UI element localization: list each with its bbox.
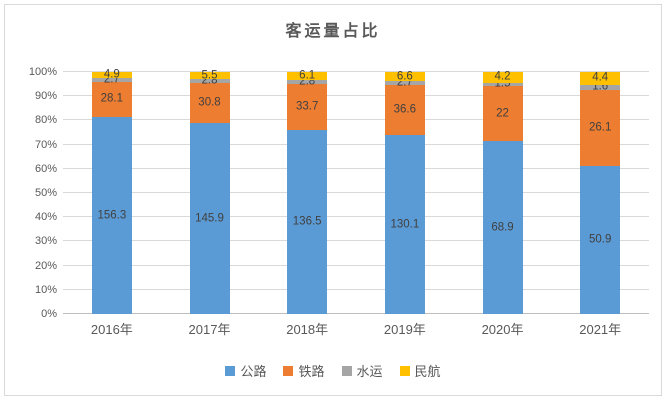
gridline [63,216,649,218]
data-label: 28.1 [100,92,124,105]
y-axis-tick-label: 80% [34,114,57,127]
legend-swatch-icon [225,365,236,376]
gridline [63,264,649,266]
bar-segment-铁路: 26.1 [580,89,621,166]
bar-slot: 145.9 30.8 2.8 5.5 [161,69,259,314]
data-label: 130.1 [390,218,420,231]
data-label: 156.3 [97,209,127,221]
bar-segment-民航: 5.5 [189,69,230,81]
gridline [63,240,649,242]
y-axis: 0% 10% 20% 30% 40% 50% 60% 70% 80% 90% 100% [11,66,57,320]
legend-item-铁路: 铁路 [283,361,325,380]
legend-swatch-icon [341,365,352,376]
plot-area: 156.3 28.1 2.7 4.9 145.9 30.8 2.8 5.5 136.5 33.7 2… [63,69,649,314]
bar-segment-民航: 4.2 [482,71,523,83]
bar-segment-水运: 2.8 [189,75,230,87]
gridline [63,313,649,314]
x-axis-label: 2018年 [286,322,329,337]
bar-segment-水运: 2.7 [91,73,132,85]
bar-segment-铁路: 33.7 [287,84,328,130]
y-axis-tick-label: 90% [34,90,57,103]
data-label: 4.2 [494,70,511,83]
bar-segment-民航: 4.9 [91,69,132,81]
bar-slot: 136.5 33.7 2.8 6.1 [258,70,356,314]
legend-item-公路: 公路 [225,361,266,380]
bar-slot: 156.3 28.1 2.7 4.9 [63,69,161,314]
data-label: 68.9 [491,221,514,234]
data-label: 136.5 [292,215,322,228]
gridline [63,71,649,72]
stacked-bar-2016年: 156.3 28.1 2.7 4.9 [91,69,132,314]
stacked-bar-2019年: 130.1 36.6 2.7 6.6 [384,70,425,314]
chart-frame: 客运量占比 0% 10% 20% 30% 40% 50% 60% 70% 80% 90% 100% … [4,4,662,396]
y-axis-tick-label: 50% [34,187,57,199]
legend-swatch-icon [399,365,410,376]
y-axis-tick-label: 30% [34,235,57,248]
y-axis-tick-label: 0% [41,308,57,320]
legend: 公路 铁路 水运 民航 [5,361,661,380]
stacked-bar-2018年: 136.5 33.7 2.8 6.1 [287,70,328,314]
bar-segment-水运: 1.6 [580,81,621,93]
bar-segment-民航: 4.4 [580,72,621,85]
bars-layer: 156.3 28.1 2.7 4.9 145.9 30.8 2.8 5.5 136.5 33.7 2… [63,69,649,314]
data-label: 26.1 [588,121,612,134]
bar-segment-公路: 145.9 [189,123,230,314]
x-axis-label: 2020年 [481,322,524,337]
stacked-bar-2021年: 50.9 26.1 1.6 4.4 [580,72,621,314]
legend-item-水运: 水运 [341,361,383,380]
x-axis-label: 2021年 [579,322,622,337]
bar-segment-水运: 1.5 [482,78,523,90]
bar-segment-民航: 6.6 [384,70,425,82]
bar-segment-水运: 2.7 [384,76,425,88]
gridline [63,192,649,193]
y-axis-tick-label: 70% [34,138,57,151]
data-label: 30.8 [198,96,221,109]
gridline [63,119,649,121]
x-axis-label: 2019年 [383,322,426,337]
y-axis-tick-label: 100% [28,66,57,78]
x-axis-label: 2017年 [188,322,231,337]
data-label: 4.4 [592,71,609,84]
legend-label: 民航 [414,364,441,379]
bar-segment-公路: 68.9 [482,141,523,314]
chart-title: 客运量占比 [285,23,381,40]
gridline [63,143,649,145]
bar-segment-铁路: 30.8 [189,82,230,124]
bar-segment-铁路: 28.1 [91,81,132,117]
bar-segment-公路: 50.9 [580,165,621,314]
data-label: 33.7 [295,100,319,113]
y-axis-tick-label: 40% [34,211,57,224]
stacked-bar-2017年: 145.9 30.8 2.8 5.5 [189,69,230,314]
x-axis-label: 2016年 [90,322,133,337]
legend-label: 铁路 [298,364,325,379]
bar-segment-公路: 130.1 [384,135,425,314]
data-label: 22 [496,107,509,120]
bar-slot: 130.1 36.6 2.7 6.6 [356,70,454,314]
bar-slot: 68.9 22 1.5 4.2 [454,71,552,314]
y-axis-tick-label: 60% [34,162,57,175]
stacked-bar-2020年: 68.9 22 1.5 4.2 [482,71,523,314]
bar-segment-水运: 2.8 [287,76,328,88]
legend-swatch-icon [283,365,294,376]
legend-label: 水运 [356,364,383,379]
bar-segment-铁路: 36.6 [384,84,425,136]
bar-segment-铁路: 22 [482,86,523,142]
gridline [63,288,649,290]
legend-item-民航: 民航 [399,361,441,380]
bar-segment-民航: 6.1 [287,70,328,82]
bar-segment-公路: 156.3 [91,117,132,314]
legend-label: 公路 [240,364,267,379]
bar-slot: 50.9 26.1 1.6 4.4 [551,72,649,314]
y-axis-tick-label: 20% [34,259,57,272]
data-label: 145.9 [195,212,224,225]
gridline [63,167,649,169]
data-label: 50.9 [588,233,612,246]
data-label: 36.6 [393,103,417,116]
x-axis: 2016年 2017年 2018年 2019年 2020年 2021年 [63,319,649,341]
y-axis-tick-label: 10% [34,283,57,296]
bar-segment-公路: 136.5 [287,129,328,314]
gridline [63,95,649,97]
